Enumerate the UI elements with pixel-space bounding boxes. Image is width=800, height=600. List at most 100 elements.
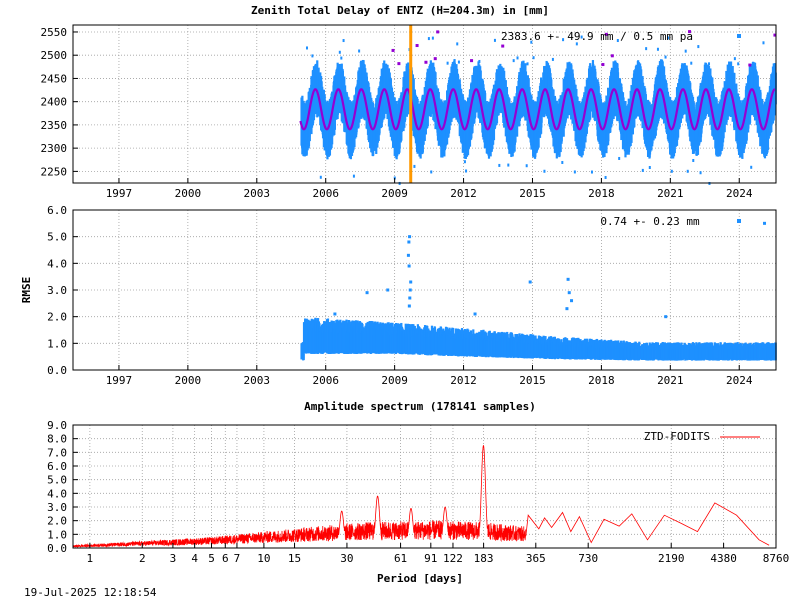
rmse-xtick-label: 2003 (244, 374, 271, 387)
spectrum-legend-label: ZTD-FODITS (644, 430, 710, 443)
spectrum-chart-title: Amplitude spectrum (178141 samples) (304, 400, 536, 413)
rmse-outlier-point (408, 288, 412, 292)
spectrum-ytick-label: 2.0 (47, 515, 67, 528)
ztd-xtick-label: 2000 (175, 187, 202, 200)
rmse-outlier-point (365, 291, 369, 295)
ztd-outlier-point (305, 46, 308, 50)
ztd-outlier-point (762, 41, 765, 45)
model-curve-path (299, 88, 776, 131)
ztd-outlier-point (580, 35, 583, 39)
spectrum-ytick-label: 4.0 (47, 487, 67, 500)
rmse-outlier-point (408, 235, 412, 239)
model-outlier-point (601, 63, 605, 67)
ztd-outlier-point (656, 47, 659, 51)
rmse-outlier-point (409, 280, 413, 284)
spectrum-xtick-label: 4380 (710, 552, 737, 565)
rmse-outlier-point (408, 296, 412, 300)
ztd-outlier-point (733, 57, 736, 61)
rmse-xtick-label: 2024 (726, 374, 753, 387)
rmse-ytick-label: 5.0 (47, 231, 67, 244)
model-outlier-point (391, 48, 395, 52)
spectrum-line (72, 445, 770, 548)
ztd-outlier-point (684, 49, 687, 53)
ztd-outlier-point (311, 54, 314, 58)
ztd-outlier-point (562, 38, 565, 42)
ztd-model-curve (299, 88, 776, 131)
spectrum-xtick-label: 5 (208, 552, 215, 565)
ztd-outlier-point (699, 171, 702, 175)
model-outlier-point (604, 32, 608, 36)
ztd-outlier-point (670, 169, 673, 173)
ztd-outlier-point (692, 158, 695, 162)
rmse-ytick-label: 4.0 (47, 257, 67, 270)
ztd-xtick-label: 2012 (450, 187, 477, 200)
ztd-outlier-point (498, 163, 501, 167)
spectrum-xtick-label: 8760 (763, 552, 790, 565)
ztd-outlier-point (708, 62, 711, 66)
rmse-stats-annotation: 0.74 +- 0.23 mm (600, 215, 700, 228)
ztd-outlier-point (431, 36, 434, 40)
rmse-xtick-label: 2012 (450, 374, 477, 387)
ztd-xtick-label: 2024 (726, 187, 753, 200)
ztd-outlier-point (319, 175, 322, 179)
ztd-ytick-label: 2500 (41, 49, 68, 62)
rmse-outlier-point (406, 253, 410, 257)
ztd-outlier-point (507, 163, 510, 167)
rmse-legend-swatch (737, 219, 741, 223)
spectrum-ytick-label: 3.0 (47, 501, 67, 514)
ztd-outlier-point (338, 50, 341, 54)
ztd-outlier-point (690, 61, 693, 65)
spectrum-ytick-label: 8.0 (47, 433, 67, 446)
model-outlier-point (436, 30, 440, 34)
ztd-outlier-point (457, 60, 460, 64)
rmse-outlier-point (664, 315, 668, 319)
rmse-axis-ticks: 1997 2000 2003 2006 2009 2012 2015 2018 2021 2024… (47, 204, 753, 387)
ztd-outlier-point (478, 59, 481, 63)
rmse-xtick-label: 1997 (106, 374, 133, 387)
ztd-outlier-point (530, 40, 533, 44)
ztd-xtick-label: 2003 (244, 187, 271, 200)
spectrum-xtick-label: 3 (170, 552, 177, 565)
ztd-outlier-point (463, 160, 466, 164)
ztd-outlier-point (604, 175, 607, 179)
rmse-ytick-label: 1.0 (47, 337, 67, 350)
ztd-outlier-point (516, 56, 519, 60)
rmse-xtick-label: 2015 (519, 374, 546, 387)
spectrum-xtick-label: 10 (257, 552, 270, 565)
ztd-outlier-point (446, 61, 449, 65)
model-outlier-point (415, 44, 419, 48)
rmse-ylabel: RMSE (20, 277, 33, 304)
model-outlier-point (773, 33, 777, 37)
ztd-outlier-point (465, 169, 468, 173)
ztd-outlier-point (493, 38, 496, 42)
ztd-outlier-point (618, 156, 621, 160)
spectrum-ytick-label: 9.0 (47, 419, 67, 432)
ztd-ytick-label: 2300 (41, 142, 68, 155)
ztd-xtick-label: 1997 (106, 187, 133, 200)
ztd-outlier-point (342, 39, 345, 43)
ztd-xtick-label: 2009 (381, 187, 408, 200)
model-outlier-point (433, 57, 437, 61)
spectrum-plot-frame (72, 424, 777, 549)
rmse-data-points (300, 221, 777, 361)
spectrum-xtick-label: 730 (578, 552, 598, 565)
ztd-xtick-label: 2021 (657, 187, 684, 200)
ztd-outlier-point (340, 56, 343, 60)
model-outlier-point (470, 59, 474, 63)
rmse-xtick-label: 2000 (175, 374, 202, 387)
spectrum-xtick-label: 6 (222, 552, 229, 565)
spectrum-xtick-label: 1 (87, 552, 94, 565)
ztd-outlier-point (526, 62, 529, 66)
ztd-axis-ticks: 1997 2000 2003 2006 2009 2012 2015 2018 2021 2024… (41, 26, 753, 200)
spectrum-line-path (72, 445, 770, 548)
ztd-outlier-point (532, 56, 535, 60)
spectrum-xtick-label: 122 (443, 552, 463, 565)
ztd-outlier-point (686, 169, 689, 173)
spectrum-xlabel: Period [days] (377, 572, 463, 585)
spectrum-xtick-label: 61 (394, 552, 407, 565)
spectrum-xtick-label: 91 (424, 552, 437, 565)
ztd-outlier-point (561, 160, 564, 164)
model-outlier-point (610, 54, 614, 58)
rmse-outlier-point (565, 307, 569, 311)
